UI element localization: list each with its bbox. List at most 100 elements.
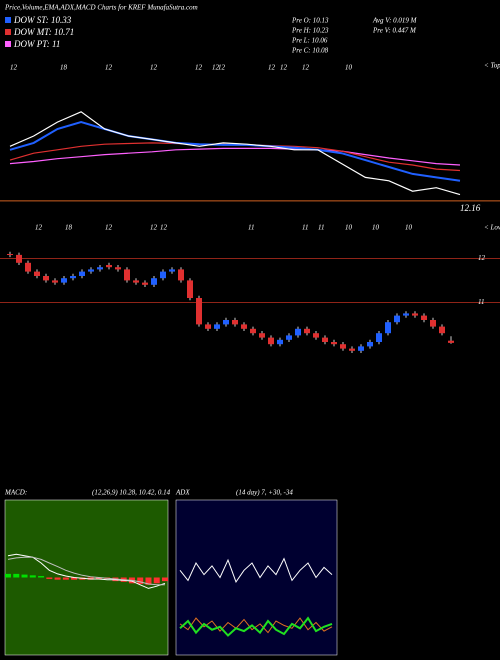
candle-body: [412, 313, 418, 316]
legend-swatch: [5, 41, 11, 47]
x-tick-label: 10: [405, 224, 413, 232]
x-tick-label: 10: [372, 224, 380, 232]
panel-subtitle: (14 day) 7, +30, -34: [236, 489, 293, 497]
candle-body: [34, 271, 40, 276]
candle-body: [448, 340, 454, 343]
candle-body: [385, 322, 391, 334]
line: [7, 556, 165, 586]
line: [9, 121, 461, 182]
y-tick-label: 11: [478, 298, 484, 306]
x-tick-label: 12: [218, 64, 226, 72]
x-tick-label: 11: [302, 224, 308, 232]
candle-body: [88, 269, 94, 272]
histogram-bar: [71, 577, 78, 580]
histogram-bar: [162, 577, 168, 582]
candle-body: [7, 254, 13, 255]
panel-title: ADX: [175, 489, 190, 497]
candle-body: [124, 269, 130, 281]
candle-body: [223, 320, 229, 325]
candle-body: [439, 326, 445, 334]
line: [9, 147, 461, 166]
candle-body: [187, 280, 193, 298]
stat: Pre V: 0.447 M: [372, 27, 417, 35]
stat: Pre H: 10.23: [291, 27, 329, 35]
candle-body: [322, 337, 328, 342]
candle-body: [394, 315, 400, 323]
candle-body: [43, 276, 49, 281]
x-tick-label: 18: [65, 224, 73, 232]
x-tick-label: 11: [248, 224, 254, 232]
candle-body: [358, 346, 364, 351]
candle-body: [331, 342, 337, 345]
histogram-bar: [21, 574, 28, 578]
x-tick-label: 10: [345, 224, 353, 232]
stat: Pre L: 10.06: [291, 37, 328, 45]
x-tick-label: 12: [35, 224, 43, 232]
candle-body: [250, 328, 256, 334]
histogram-bar: [5, 573, 11, 578]
x-tick-label: 12: [105, 64, 113, 72]
x-tick-label: 18: [60, 64, 68, 72]
line: [9, 111, 461, 196]
adx-panel: [175, 499, 338, 656]
candle-body: [52, 280, 58, 283]
x-tick-label: 11: [318, 224, 324, 232]
candle-body: [304, 328, 310, 334]
stat: Avg V: 0.019 M: [372, 17, 418, 25]
candle-body: [79, 271, 85, 276]
x-tick-label: 12: [212, 64, 220, 72]
candle-body: [295, 328, 301, 336]
x-tick-label: 12: [280, 64, 288, 72]
candle-body: [115, 267, 121, 270]
candle-body: [286, 335, 292, 340]
stat: Pre O: 10.13: [291, 17, 329, 25]
annotation: < Lows: [484, 224, 500, 232]
candle-body: [268, 337, 274, 345]
x-tick-label: 12: [195, 64, 203, 72]
legend-label: DOW PT: 11: [13, 39, 60, 49]
line: [7, 553, 166, 589]
candle-body: [97, 267, 103, 270]
candle-body: [376, 333, 382, 342]
candle-body: [70, 276, 76, 279]
page-title: Price,Volume,EMA,ADX,MACD Charts for KRE…: [4, 4, 198, 12]
legend-label: DOW ST: 10.33: [13, 15, 72, 25]
macd-panel: [4, 499, 169, 656]
x-tick-label: 12: [302, 64, 310, 72]
candle-body: [241, 324, 247, 329]
candle-body: [196, 298, 202, 325]
annotation: < Tops: [484, 62, 500, 70]
y-tick-label: 12: [478, 254, 486, 262]
x-tick-label: 12: [160, 224, 168, 232]
candle-body: [214, 324, 220, 329]
candle-body: [277, 339, 283, 345]
line: [179, 557, 333, 583]
stat: Pre C: 10.08: [291, 47, 329, 55]
candle-body: [169, 269, 175, 272]
candle-body: [340, 344, 346, 349]
histogram-bar: [46, 577, 53, 579]
legend-swatch: [5, 17, 11, 23]
candle-body: [259, 333, 265, 338]
candle-body: [232, 320, 238, 325]
histogram-bar: [153, 577, 160, 584]
candle-body: [313, 333, 319, 338]
histogram-bar: [145, 577, 152, 585]
candle-body: [142, 282, 148, 285]
candle-body: [133, 280, 139, 283]
candle-body: [106, 265, 112, 268]
candle-body: [160, 271, 166, 279]
candle-body: [430, 320, 436, 327]
histogram-bar: [54, 577, 61, 580]
histogram-bar: [29, 575, 36, 578]
x-tick-label: 12: [150, 64, 158, 72]
level-label: 12.16: [460, 203, 481, 213]
x-tick-label: 12: [10, 64, 18, 72]
x-tick-label: 12: [268, 64, 276, 72]
line: [179, 616, 333, 637]
candle-body: [61, 278, 67, 283]
x-tick-label: 12: [105, 224, 113, 232]
panel-subtitle: (12,26,9) 10.28, 10.42, 0.14: [92, 489, 171, 497]
